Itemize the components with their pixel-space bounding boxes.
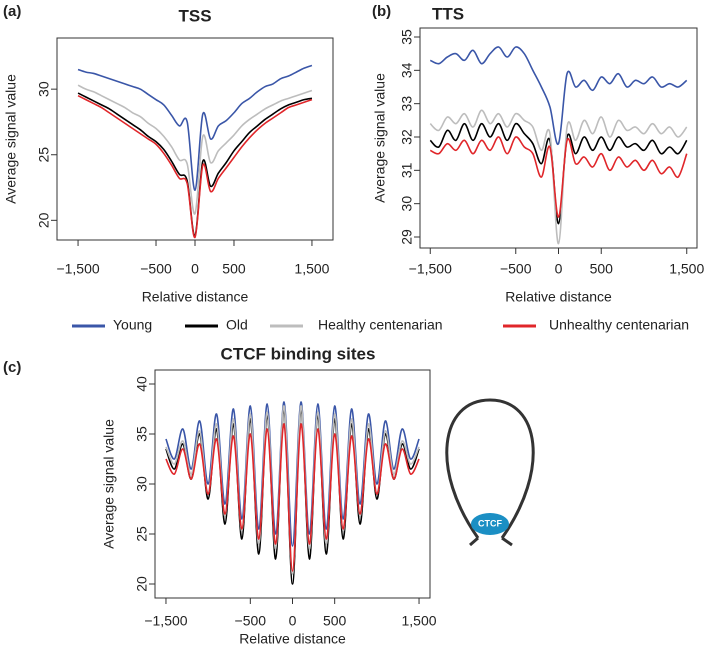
- panel-label: (a): [3, 3, 21, 20]
- y-tick-label: 40: [134, 376, 150, 392]
- series-line: [77, 84, 313, 215]
- chart-title: TSS: [178, 6, 211, 25]
- chart-title: CTCF binding sites: [221, 344, 376, 363]
- series-line: [429, 122, 688, 225]
- x-tick-label: 0: [289, 613, 297, 629]
- y-tick-label: 25: [134, 526, 150, 542]
- x-tick-label: 500: [222, 261, 246, 277]
- y-tick-label: 33: [399, 96, 415, 112]
- series-line: [165, 408, 420, 585]
- series-line: [165, 405, 420, 575]
- x-axis-label: Relative distance: [505, 289, 612, 305]
- ctcf-label: CTCF: [478, 518, 502, 528]
- y-tick-label: 34: [399, 62, 415, 78]
- y-tick-label: 35: [134, 426, 150, 442]
- x-tick-label: 500: [590, 261, 614, 277]
- y-tick-label: 30: [134, 476, 150, 492]
- plot-frame: [154, 369, 431, 599]
- x-tick-label: −1,500: [409, 261, 452, 277]
- series-line: [165, 401, 420, 547]
- x-axis-label: Relative distance: [142, 289, 249, 305]
- x-tick-label: −1,500: [56, 261, 99, 277]
- loop-tail: [469, 536, 513, 547]
- legend-label: Old: [226, 317, 248, 333]
- plot-frame: [419, 27, 698, 249]
- x-tick-label: 500: [323, 613, 347, 629]
- panel-label: (b): [372, 3, 391, 20]
- series-line: [77, 95, 313, 239]
- y-tick-label: 32: [399, 129, 415, 145]
- plot-frame: [56, 37, 334, 241]
- y-tick-label: 29: [399, 229, 415, 245]
- series-line: [429, 46, 688, 145]
- legend-label: Young: [113, 317, 152, 333]
- x-tick-label: 0: [191, 261, 199, 277]
- y-axis-label: Average signal value: [3, 74, 19, 204]
- y-tick-label: 35: [399, 29, 415, 45]
- loop: [445, 398, 535, 539]
- series-line: [429, 109, 688, 245]
- x-tick-label: −1,500: [144, 613, 187, 629]
- x-tick-label: 1,500: [402, 613, 437, 629]
- ctcf-loop-diagram: CTCF: [445, 398, 535, 547]
- chart-title: TTS: [432, 4, 464, 23]
- y-tick-label: 31: [399, 162, 415, 178]
- y-tick-label: 30: [36, 81, 52, 97]
- y-tick-label: 20: [134, 576, 150, 592]
- x-axis-label: Relative distance: [239, 631, 346, 647]
- y-axis-label: Average signal value: [101, 419, 117, 549]
- y-axis-label: Average signal value: [372, 73, 388, 203]
- x-tick-label: −500: [500, 261, 532, 277]
- x-tick-label: −500: [140, 261, 172, 277]
- x-tick-label: −500: [235, 613, 267, 629]
- ctcf-protein: [471, 513, 509, 535]
- series-line: [165, 423, 420, 572]
- y-tick-label: 20: [36, 212, 52, 228]
- series-line: [77, 64, 313, 191]
- legend-label: Healthy centenarian: [318, 317, 443, 333]
- x-tick-label: 1,500: [669, 261, 704, 277]
- x-tick-label: 1,500: [294, 261, 329, 277]
- x-tick-label: 0: [555, 261, 563, 277]
- y-tick-label: 25: [36, 147, 52, 163]
- legend-label: Unhealthy centenarian: [549, 317, 689, 333]
- panel-label: (c): [3, 359, 21, 376]
- y-tick-label: 30: [399, 196, 415, 212]
- series-line: [429, 136, 688, 218]
